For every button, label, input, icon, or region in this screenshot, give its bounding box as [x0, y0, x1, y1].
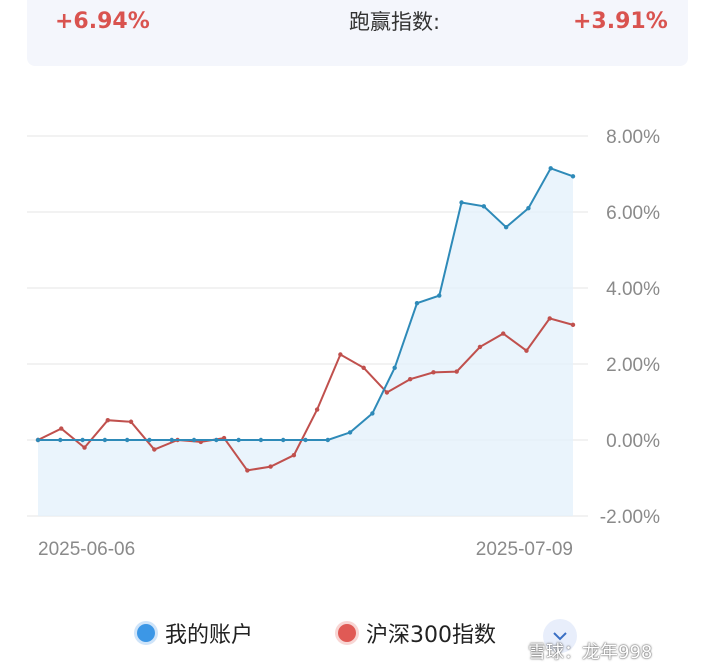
index-dot-icon [338, 624, 356, 642]
index-point [291, 453, 297, 458]
watermark-text: 雪球：龙年998 [528, 642, 653, 663]
account-point [147, 437, 152, 443]
account-point [347, 430, 353, 435]
y-tick-label: -2.00% [600, 507, 660, 528]
account-point [258, 437, 264, 443]
account-point [548, 166, 553, 171]
account-point [124, 437, 130, 443]
legend-account-label: 我的账户 [165, 623, 254, 648]
account-point [169, 437, 174, 443]
legend-index-label: 沪深300指数 [366, 623, 496, 648]
x-label-end: 2025-07-09 [476, 539, 573, 560]
index-point [570, 322, 576, 328]
x-label-start: 2025-06-06 [38, 539, 135, 560]
outperform-label: 跑赢指数: [349, 10, 441, 34]
account-dot-icon [137, 624, 155, 642]
expand-legend-button[interactable] [543, 619, 577, 653]
y-tick-label: 2.00% [606, 355, 660, 376]
y-tick-label: 4.00% [606, 279, 660, 300]
account-point [437, 293, 442, 298]
y-tick-label: 6.00% [606, 203, 660, 224]
account-return-value: +6.94% [55, 9, 150, 34]
account-point [35, 437, 41, 443]
watermark: 雪球：龙年998 [528, 638, 652, 664]
index-point [454, 369, 459, 374]
account-point [191, 437, 197, 443]
index-point [128, 419, 134, 424]
account-point [392, 365, 397, 370]
account-point [58, 437, 63, 443]
index-point [105, 418, 110, 423]
y-tick-label: 8.00% [606, 127, 660, 148]
account-point [236, 437, 241, 443]
y-axis-ticks: 8.00% 6.00% 4.00% 2.00% 0.00% -2.00% [600, 127, 660, 528]
account-point [526, 206, 531, 211]
index-point [152, 447, 157, 452]
index-point [384, 390, 390, 395]
outperform-value: +3.91% [573, 9, 668, 34]
account-point [214, 437, 219, 443]
index-point [431, 370, 436, 375]
index-point [268, 464, 273, 469]
account-point [459, 200, 464, 205]
return-chart: 8.00% 6.00% 4.00% 2.00% 0.00% -2.00% 2025-06-… [27, 127, 660, 560]
index-point [338, 352, 343, 357]
y-tick-label: 0.00% [606, 431, 660, 452]
index-point [477, 344, 483, 350]
index-series-line [37, 317, 574, 472]
account-point [414, 301, 420, 306]
legend-index[interactable]: 沪深300指数 [338, 617, 496, 649]
account-point [102, 437, 108, 443]
index-point [407, 377, 413, 382]
index-point [245, 468, 250, 473]
index-point [501, 331, 506, 336]
account-point [325, 437, 330, 443]
account-point [281, 437, 286, 443]
index-point [82, 445, 87, 450]
account-point [370, 411, 375, 416]
legend-account[interactable]: 我的账户 [137, 617, 253, 649]
x-axis-labels: 2025-06-06 2025-07-09 [38, 539, 573, 560]
index-point [314, 407, 320, 412]
summary-panel [27, 0, 688, 66]
account-point [570, 174, 576, 179]
chevron-down-icon [553, 632, 567, 641]
account-point [80, 437, 85, 443]
index-point [524, 348, 529, 353]
account-point [503, 225, 509, 230]
account-area-fill [38, 168, 573, 517]
account-point [481, 204, 487, 209]
series-lines [35, 166, 576, 473]
account-point [303, 437, 308, 443]
index-point [361, 365, 366, 370]
index-point [547, 316, 552, 321]
index-point [59, 426, 64, 431]
